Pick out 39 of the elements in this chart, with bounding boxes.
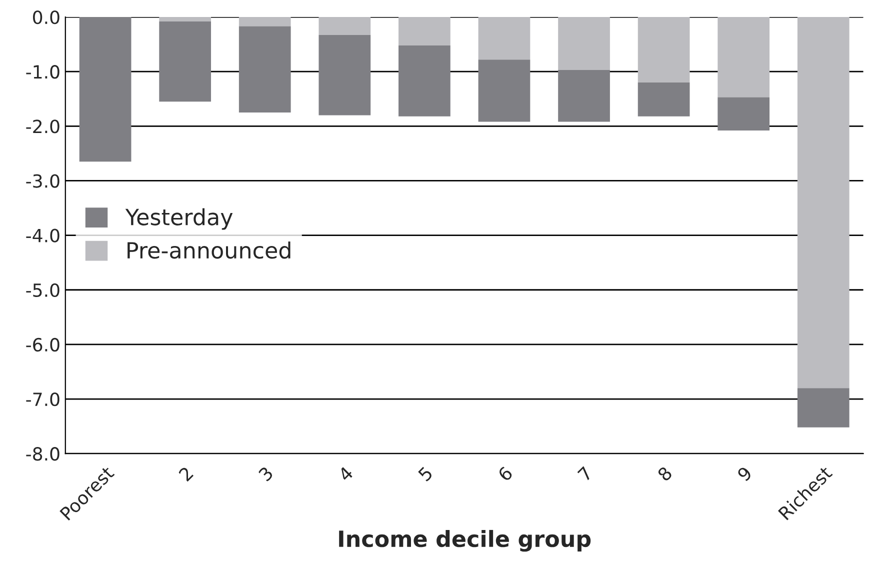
y-tick-label: 0.0 [33, 10, 60, 24]
bar [159, 21, 212, 102]
bar [638, 82, 690, 116]
bar [718, 97, 770, 131]
x-tick-label: 5 [418, 466, 434, 482]
y-tick-label: -2.0 [26, 120, 60, 134]
bar [318, 17, 371, 36]
bar [558, 70, 610, 122]
bar [238, 17, 291, 26]
y-tick-label: -3.0 [26, 174, 60, 188]
bar [398, 45, 450, 116]
y-tick-label: -5.0 [26, 283, 60, 297]
y-tick-label: -6.0 [26, 338, 60, 352]
x-tick-label: 4 [338, 466, 354, 482]
x-tick-label: 6 [497, 466, 514, 482]
y-tick-label: -4.0 [26, 228, 60, 242]
x-tick-label: 3 [258, 466, 274, 482]
bar [478, 60, 530, 122]
bar [318, 35, 371, 116]
legend-label: Pre-announced [128, 242, 290, 259]
y-tick-label: -8.0 [26, 447, 60, 461]
x-tick-label: 9 [736, 466, 753, 482]
bar [797, 17, 850, 388]
bar [79, 17, 132, 162]
bar [478, 17, 530, 60]
x-axis-title: Income decile group [339, 530, 591, 552]
bar [797, 388, 850, 428]
bar [159, 17, 212, 22]
legend-label: Yesterday [125, 208, 233, 230]
bar [718, 17, 770, 98]
bar [398, 17, 450, 46]
x-tick-label: 2 [178, 466, 194, 482]
y-tick-label: -1.0 [26, 65, 60, 79]
bar [238, 26, 291, 113]
bar [558, 17, 610, 70]
x-tick-label: 8 [656, 466, 673, 482]
bar [638, 17, 690, 82]
y-tick-label: -7.0 [26, 392, 60, 406]
x-tick-label: 7 [577, 466, 593, 482]
